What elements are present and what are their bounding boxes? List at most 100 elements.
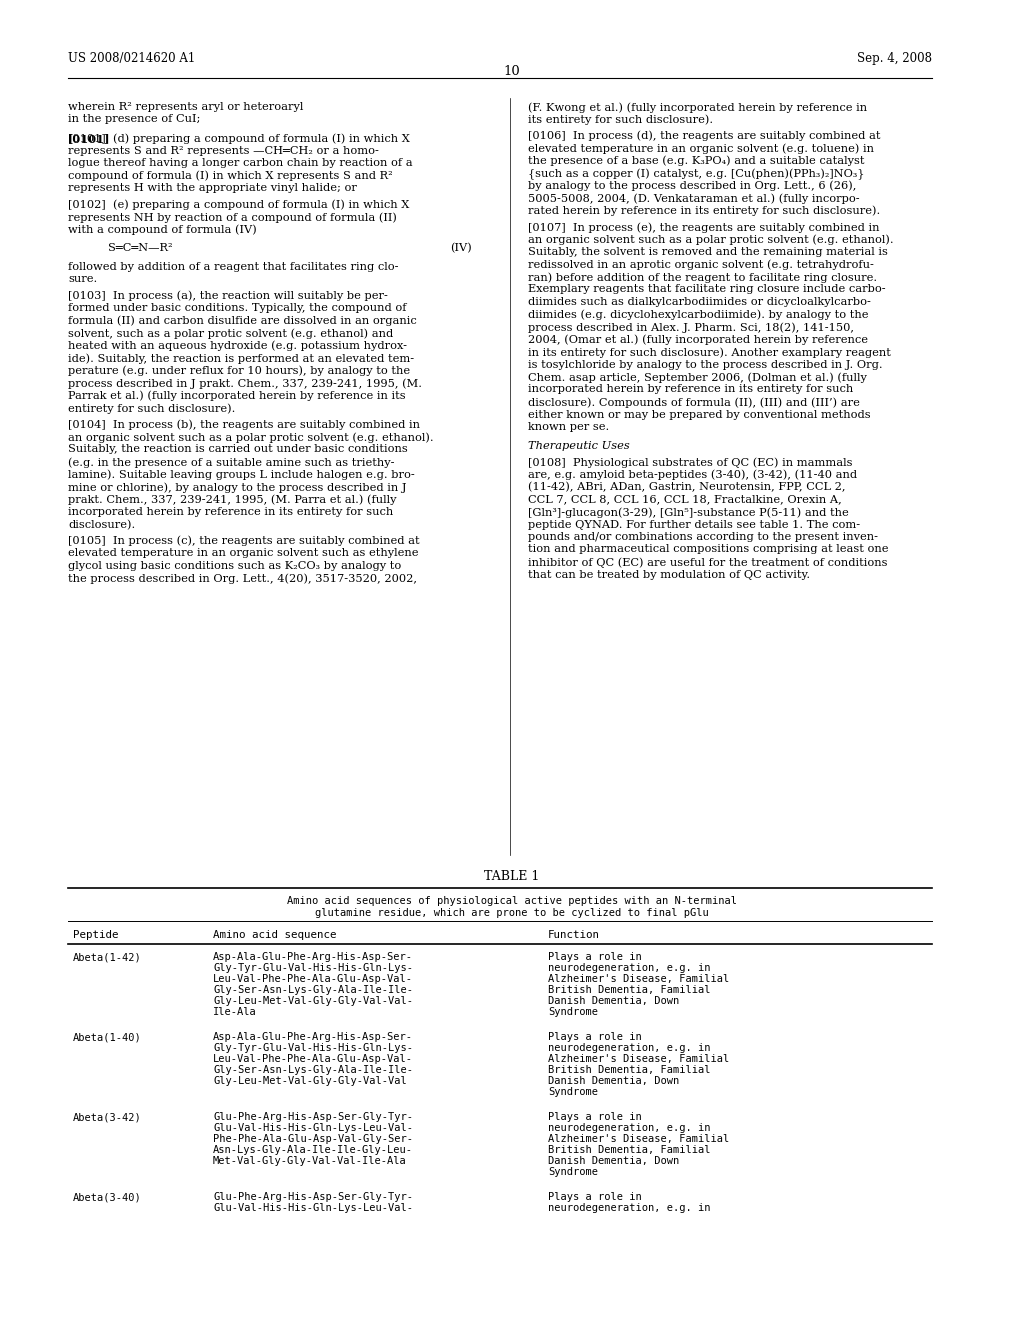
Text: neurodegeneration, e.g. in: neurodegeneration, e.g. in (548, 1203, 711, 1213)
Text: Therapeutic Uses: Therapeutic Uses (528, 441, 630, 450)
Text: pounds and/or combinations according to the present inven-: pounds and/or combinations according to … (528, 532, 878, 543)
Text: mine or chlorine), by analogy to the process described in J: mine or chlorine), by analogy to the pro… (68, 482, 407, 492)
Text: lamine). Suitable leaving groups L include halogen e.g. bro-: lamine). Suitable leaving groups L inclu… (68, 470, 415, 480)
Text: is tosylchloride by analogy to the process described in J. Org.: is tosylchloride by analogy to the proce… (528, 359, 883, 370)
Text: (F. Kwong et al.) (fully incorporated herein by reference in: (F. Kwong et al.) (fully incorporated he… (528, 102, 867, 112)
Text: Phe-Phe-Ala-Glu-Asp-Val-Gly-Ser-: Phe-Phe-Ala-Glu-Asp-Val-Gly-Ser- (213, 1134, 413, 1144)
Text: in its entirety for such disclosure). Another examplary reagent: in its entirety for such disclosure). An… (528, 347, 891, 358)
Text: Gly-Ser-Asn-Lys-Gly-Ala-Ile-Ile-: Gly-Ser-Asn-Lys-Gly-Ala-Ile-Ile- (213, 1065, 413, 1074)
Text: ide). Suitably, the reaction is performed at an elevated tem-: ide). Suitably, the reaction is performe… (68, 354, 414, 364)
Text: [0103]  In process (a), the reaction will suitably be per-: [0103] In process (a), the reaction will… (68, 290, 388, 301)
Text: followed by addition of a reagent that facilitates ring clo-: followed by addition of a reagent that f… (68, 261, 398, 272)
Text: redissolved in an aprotic organic solvent (e.g. tetrahydrofu-: redissolved in an aprotic organic solven… (528, 260, 873, 271)
Text: process described in J prakt. Chem., 337, 239-241, 1995, (M.: process described in J prakt. Chem., 337… (68, 379, 422, 389)
Text: Chem. asap article, September 2006, (Dolman et al.) (fully: Chem. asap article, September 2006, (Dol… (528, 372, 867, 383)
Text: British Dementia, Familial: British Dementia, Familial (548, 985, 711, 995)
Text: neurodegeneration, e.g. in: neurodegeneration, e.g. in (548, 1123, 711, 1133)
Text: rated herein by reference in its entirety for such disclosure).: rated herein by reference in its entiret… (528, 206, 881, 216)
Text: elevated temperature in an organic solvent such as ethylene: elevated temperature in an organic solve… (68, 548, 419, 558)
Text: Parrak et al.) (fully incorporated herein by reference in its: Parrak et al.) (fully incorporated herei… (68, 391, 406, 401)
Text: Amino acid sequences of physiological active peptides with an N-terminal: Amino acid sequences of physiological ac… (287, 896, 737, 906)
Text: with a compound of formula (IV): with a compound of formula (IV) (68, 224, 257, 235)
Text: [Gln³]-glucagon(3-29), [Gln⁵]-substance P(5-11) and the: [Gln³]-glucagon(3-29), [Gln⁵]-substance … (528, 507, 849, 517)
Text: Leu-Val-Phe-Phe-Ala-Glu-Asp-Val-: Leu-Val-Phe-Phe-Ala-Glu-Asp-Val- (213, 1053, 413, 1064)
Text: the presence of a base (e.g. K₃PO₄) and a suitable catalyst: the presence of a base (e.g. K₃PO₄) and … (528, 156, 864, 166)
Text: elevated temperature in an organic solvent (e.g. toluene) in: elevated temperature in an organic solve… (528, 144, 874, 154)
Text: Suitably, the reaction is carried out under basic conditions: Suitably, the reaction is carried out un… (68, 445, 408, 454)
Text: Glu-Val-His-His-Gln-Lys-Leu-Val-: Glu-Val-His-His-Gln-Lys-Leu-Val- (213, 1123, 413, 1133)
Text: represents S and R² represents —CH═CH₂ or a homo-: represents S and R² represents —CH═CH₂ o… (68, 145, 379, 156)
Text: CCL 7, CCL 8, CCL 16, CCL 18, Fractalkine, Orexin A,: CCL 7, CCL 8, CCL 16, CCL 18, Fractalkin… (528, 495, 842, 504)
Text: glutamine residue, which are prone to be cyclized to final pGlu: glutamine residue, which are prone to be… (315, 908, 709, 917)
Text: logue thereof having a longer carbon chain by reaction of a: logue thereof having a longer carbon cha… (68, 158, 413, 168)
Text: Abeta(1-42): Abeta(1-42) (73, 952, 141, 962)
Text: Danish Dementia, Down: Danish Dementia, Down (548, 1156, 679, 1166)
Text: 2004, (Omar et al.) (fully incorporated herein by reference: 2004, (Omar et al.) (fully incorporated … (528, 334, 868, 345)
Text: [0101]  (d) preparing a compound of formula (I) in which X: [0101] (d) preparing a compound of formu… (68, 133, 410, 144)
Text: perature (e.g. under reflux for 10 hours), by analogy to the: perature (e.g. under reflux for 10 hours… (68, 366, 411, 376)
Text: inhibitor of QC (EC) are useful for the treatment of conditions: inhibitor of QC (EC) are useful for the … (528, 557, 888, 568)
Text: that can be treated by modulation of QC activity.: that can be treated by modulation of QC … (528, 569, 810, 579)
Text: Gly-Leu-Met-Val-Gly-Gly-Val-Val-: Gly-Leu-Met-Val-Gly-Gly-Val-Val- (213, 997, 413, 1006)
Text: Plays a role in: Plays a role in (548, 1192, 642, 1203)
Text: formed under basic conditions. Typically, the compound of: formed under basic conditions. Typically… (68, 304, 407, 313)
Text: Abeta(3-42): Abeta(3-42) (73, 1111, 141, 1122)
Text: Abeta(1-40): Abeta(1-40) (73, 1032, 141, 1041)
Text: glycol using basic conditions such as K₂CO₃ by analogy to: glycol using basic conditions such as K₂… (68, 561, 401, 570)
Text: 5005-5008, 2004, (D. Venkataraman et al.) (fully incorpo-: 5005-5008, 2004, (D. Venkataraman et al.… (528, 193, 859, 203)
Text: Gly-Tyr-Glu-Val-His-His-Gln-Lys-: Gly-Tyr-Glu-Val-His-His-Gln-Lys- (213, 964, 413, 973)
Text: tion and pharmaceutical compositions comprising at least one: tion and pharmaceutical compositions com… (528, 544, 889, 554)
Text: prakt. Chem., 337, 239-241, 1995, (M. Parra et al.) (fully: prakt. Chem., 337, 239-241, 1995, (M. Pa… (68, 495, 396, 506)
Text: [0105]  In process (c), the reagents are suitably combined at: [0105] In process (c), the reagents are … (68, 536, 420, 546)
Text: Suitably, the solvent is removed and the remaining material is: Suitably, the solvent is removed and the… (528, 247, 888, 257)
Text: compound of formula (I) in which X represents S and R²: compound of formula (I) in which X repre… (68, 170, 393, 181)
Text: Glu-Phe-Arg-His-Asp-Ser-Gly-Tyr-: Glu-Phe-Arg-His-Asp-Ser-Gly-Tyr- (213, 1111, 413, 1122)
Text: (11-42), ABri, ADan, Gastrin, Neurotensin, FPP, CCL 2,: (11-42), ABri, ADan, Gastrin, Neurotensi… (528, 482, 846, 492)
Text: disclosure).: disclosure). (68, 520, 135, 529)
Text: [0108]  Physiological substrates of QC (EC) in mammals: [0108] Physiological substrates of QC (E… (528, 457, 853, 467)
Text: [0102]  (e) preparing a compound of formula (I) in which X: [0102] (e) preparing a compound of formu… (68, 199, 410, 210)
Text: wherein R² represents aryl or heteroaryl: wherein R² represents aryl or heteroaryl (68, 102, 303, 112)
Text: Gly-Ser-Asn-Lys-Gly-Ala-Ile-Ile-: Gly-Ser-Asn-Lys-Gly-Ala-Ile-Ile- (213, 985, 413, 995)
Text: by analogy to the process described in Org. Lett., 6 (26),: by analogy to the process described in O… (528, 181, 856, 191)
Text: Danish Dementia, Down: Danish Dementia, Down (548, 997, 679, 1006)
Text: TABLE 1: TABLE 1 (484, 870, 540, 883)
Text: Glu-Phe-Arg-His-Asp-Ser-Gly-Tyr-: Glu-Phe-Arg-His-Asp-Ser-Gly-Tyr- (213, 1192, 413, 1203)
Text: British Dementia, Familial: British Dementia, Familial (548, 1144, 711, 1155)
Text: Plays a role in: Plays a role in (548, 952, 642, 962)
Text: Asp-Ala-Glu-Phe-Arg-His-Asp-Ser-: Asp-Ala-Glu-Phe-Arg-His-Asp-Ser- (213, 1032, 413, 1041)
Text: Syndrome: Syndrome (548, 1167, 598, 1177)
Text: Met-Val-Gly-Gly-Val-Val-Ile-Ala: Met-Val-Gly-Gly-Val-Val-Ile-Ala (213, 1156, 407, 1166)
Text: Plays a role in: Plays a role in (548, 1111, 642, 1122)
Text: either known or may be prepared by conventional methods: either known or may be prepared by conve… (528, 409, 870, 420)
Text: its entirety for such disclosure).: its entirety for such disclosure). (528, 115, 713, 125)
Text: incorporated herein by reference in its entirety for such: incorporated herein by reference in its … (68, 507, 393, 517)
Text: [0101]: [0101] (68, 133, 111, 144)
Text: an organic solvent such as a polar protic solvent (e.g. ethanol).: an organic solvent such as a polar proti… (528, 235, 894, 246)
Text: ran) before addition of the reagent to facilitate ring closure.: ran) before addition of the reagent to f… (528, 272, 878, 282)
Text: incorporated herein by reference in its entirety for such: incorporated herein by reference in its … (528, 384, 853, 395)
Text: Alzheimer's Disease, Familial: Alzheimer's Disease, Familial (548, 1134, 729, 1144)
Text: Danish Dementia, Down: Danish Dementia, Down (548, 1076, 679, 1086)
Text: [0106]  In process (d), the reagents are suitably combined at: [0106] In process (d), the reagents are … (528, 131, 881, 141)
Text: [0104]  In process (b), the reagents are suitably combined in: [0104] In process (b), the reagents are … (68, 420, 420, 430)
Text: solvent, such as a polar protic solvent (e.g. ethanol) and: solvent, such as a polar protic solvent … (68, 329, 393, 339)
Text: (IV): (IV) (450, 243, 472, 253)
Text: US 2008/0214620 A1: US 2008/0214620 A1 (68, 51, 196, 65)
Text: heated with an aqueous hydroxide (e.g. potassium hydrox-: heated with an aqueous hydroxide (e.g. p… (68, 341, 407, 351)
Text: sure.: sure. (68, 275, 97, 285)
Text: diimides (e.g. dicyclohexylcarbodiimide). by analogy to the: diimides (e.g. dicyclohexylcarbodiimide)… (528, 309, 868, 319)
Text: Asn-Lys-Gly-Ala-Ile-Ile-Gly-Leu-: Asn-Lys-Gly-Ala-Ile-Ile-Gly-Leu- (213, 1144, 413, 1155)
Text: the process described in Org. Lett., 4(20), 3517-3520, 2002,: the process described in Org. Lett., 4(2… (68, 573, 417, 583)
Text: Gly-Tyr-Glu-Val-His-His-Gln-Lys-: Gly-Tyr-Glu-Val-His-His-Gln-Lys- (213, 1043, 413, 1053)
Text: Exemplary reagents that facilitate ring closure include carbo-: Exemplary reagents that facilitate ring … (528, 285, 886, 294)
Text: {such as a copper (I) catalyst, e.g. [Cu(phen)(PPh₃)₂]NO₃}: {such as a copper (I) catalyst, e.g. [Cu… (528, 168, 864, 180)
Text: formula (II) and carbon disulfide are dissolved in an organic: formula (II) and carbon disulfide are di… (68, 315, 417, 326)
Text: Leu-Val-Phe-Phe-Ala-Glu-Asp-Val-: Leu-Val-Phe-Phe-Ala-Glu-Asp-Val- (213, 974, 413, 983)
Text: neurodegeneration, e.g. in: neurodegeneration, e.g. in (548, 964, 711, 973)
Text: Gly-Leu-Met-Val-Gly-Gly-Val-Val: Gly-Leu-Met-Val-Gly-Gly-Val-Val (213, 1076, 407, 1086)
Text: represents NH by reaction of a compound of formula (II): represents NH by reaction of a compound … (68, 213, 397, 223)
Text: Alzheimer's Disease, Familial: Alzheimer's Disease, Familial (548, 974, 729, 983)
Text: (e.g. in the presence of a suitable amine such as triethy-: (e.g. in the presence of a suitable amin… (68, 457, 394, 467)
Text: represents H with the appropriate vinyl halide; or: represents H with the appropriate vinyl … (68, 183, 357, 193)
